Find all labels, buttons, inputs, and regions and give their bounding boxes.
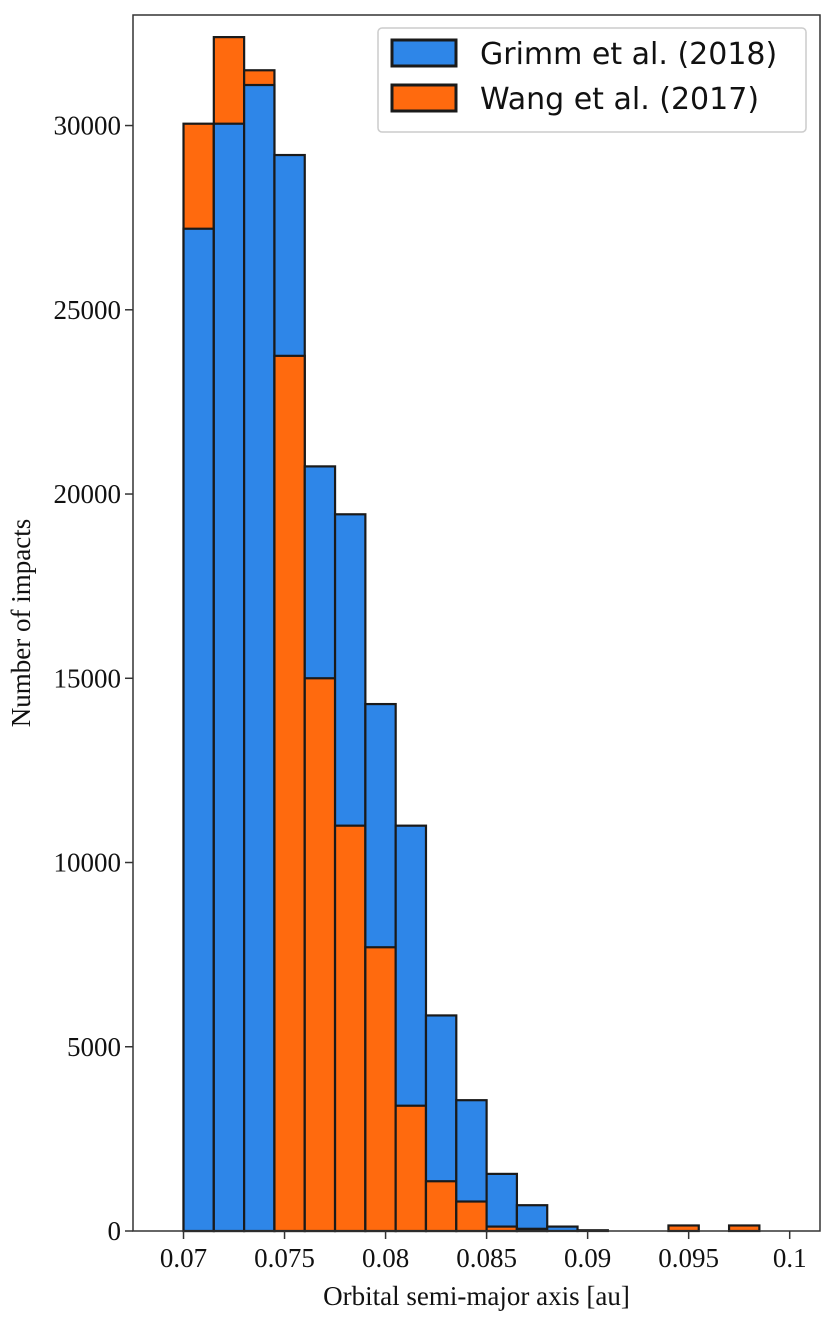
y-tick-label: 5000 <box>67 1032 121 1062</box>
legend-label-2: Wang et al. (2017) <box>480 82 759 117</box>
bar-series-1-bin-1 <box>182 227 215 1233</box>
legend-swatch-2 <box>390 83 458 113</box>
bar-series-2-bin-17 <box>667 1224 700 1233</box>
bar-series-2-bin-6 <box>333 824 367 1233</box>
y-tick-label: 20000 <box>54 479 122 509</box>
bar-series-1-bin-12 <box>515 1204 549 1233</box>
x-tick-label: 0.095 <box>658 1243 719 1273</box>
x-tick-label: 0.075 <box>254 1243 315 1273</box>
bar-series-1-bin-11 <box>485 1172 519 1233</box>
bar-series-2-bin-19 <box>727 1224 761 1233</box>
bar-series-2-bin-5 <box>303 677 337 1233</box>
y-tick-label: 25000 <box>54 295 122 325</box>
plot-frame <box>132 14 821 1232</box>
bar-series-2-bin-7 <box>364 946 397 1233</box>
legend-label-1: Grimm et al. (2018) <box>480 37 777 72</box>
bar-series-1-bin-3 <box>243 83 276 1233</box>
legend-box <box>377 27 807 133</box>
y-axis: 0 5000 10000 15000 20000 25000 30000 <box>54 111 133 1246</box>
x-axis: 0.07 0.075 0.08 0.085 0.09 0.095 0.1 <box>160 1231 807 1273</box>
bar-series-2-bin-4 <box>273 354 306 1233</box>
x-tick-label: 0.08 <box>362 1243 409 1273</box>
x-tick-label: 0.07 <box>160 1243 207 1273</box>
x-axis-label: Orbital semi-major axis [au] <box>323 1281 630 1311</box>
y-tick-label: 0 <box>108 1216 122 1246</box>
bar-series-2-bin-9 <box>424 1180 458 1233</box>
x-tick-label: 0.1 <box>773 1243 807 1273</box>
y-tick-label: 15000 <box>54 663 122 693</box>
bar-series-2-bin-10 <box>455 1200 488 1233</box>
bar-series-1-bin-2 <box>212 122 246 1233</box>
x-tick-label: 0.09 <box>564 1243 611 1273</box>
y-tick-label: 30000 <box>54 111 122 141</box>
bars-group <box>182 36 761 1233</box>
legend-swatch-1 <box>390 38 458 68</box>
y-axis-label: Number of impacts <box>6 519 36 727</box>
legend: Grimm et al. (2018) Wang et al. (2017) <box>377 27 807 133</box>
y-tick-label: 10000 <box>54 848 122 878</box>
x-tick-label: 0.085 <box>456 1243 517 1273</box>
bar-series-2-bin-8 <box>394 1104 428 1233</box>
